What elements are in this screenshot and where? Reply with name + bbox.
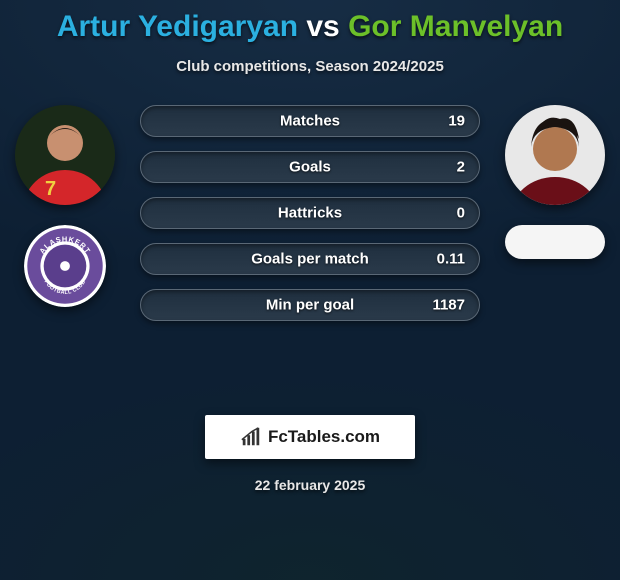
stat-right-value: 19: [448, 113, 465, 130]
chart-icon: [240, 426, 262, 448]
title-player1: Artur Yedigaryan: [57, 10, 298, 43]
player1-avatar: 7: [15, 105, 115, 205]
stat-label: Min per goal: [266, 297, 354, 314]
watermark-text: FcTables.com: [268, 427, 380, 447]
stat-label: Matches: [280, 113, 340, 130]
stat-right-value: 0: [457, 205, 465, 222]
stat-right-value: 0.11: [437, 251, 465, 268]
stat-label: Hattricks: [278, 205, 342, 222]
date-label: 22 february 2025: [0, 477, 620, 493]
stat-label: Goals: [289, 159, 331, 176]
player2-avatar: [505, 105, 605, 205]
left-player-column: 7 ALASHKERT FOOTBALL CLUB: [10, 105, 120, 307]
stats-list: Matches 19 Goals 2 Hattricks 0 Goals per…: [140, 105, 480, 321]
stat-row-mpg: Min per goal 1187: [140, 289, 480, 321]
watermark: FcTables.com: [205, 415, 415, 459]
subtitle: Club competitions, Season 2024/2025: [0, 58, 620, 75]
page-title: Artur Yedigaryan vs Gor Manvelyan: [0, 0, 620, 44]
stat-row-gpm: Goals per match 0.11: [140, 243, 480, 275]
stat-row-goals: Goals 2: [140, 151, 480, 183]
right-player-column: [500, 105, 610, 259]
title-player2: Gor Manvelyan: [348, 10, 563, 43]
player2-club-pill: [505, 225, 605, 259]
stat-row-hattricks: Hattricks 0: [140, 197, 480, 229]
comparison-panel: 7 ALASHKERT FOOTBALL CLUB: [0, 105, 620, 375]
stat-right-value: 1187: [432, 297, 465, 314]
title-vs: vs: [306, 10, 339, 43]
player1-club-badge: ALASHKERT FOOTBALL CLUB: [24, 225, 106, 307]
stat-label: Goals per match: [251, 251, 369, 268]
stat-right-value: 2: [457, 159, 465, 176]
svg-text:7: 7: [45, 178, 56, 200]
stat-row-matches: Matches 19: [140, 105, 480, 137]
